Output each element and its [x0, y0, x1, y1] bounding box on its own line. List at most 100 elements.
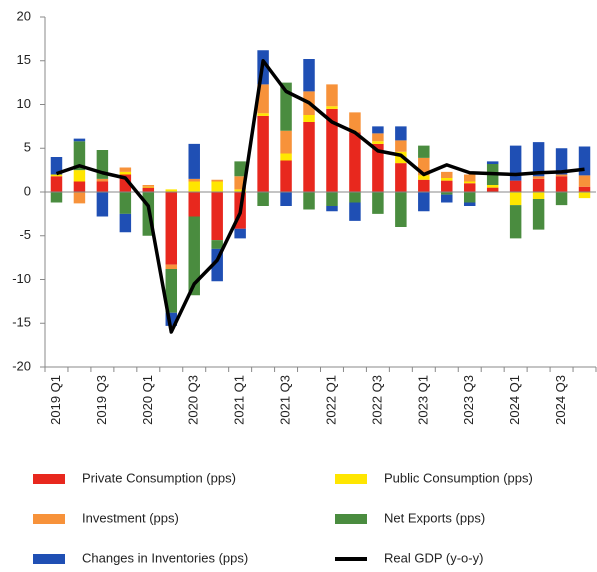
- legend-label: Public Consumption (pps): [384, 470, 533, 485]
- bar: [509, 180, 522, 192]
- bar: [326, 108, 338, 192]
- bar: [463, 202, 476, 206]
- bar: [142, 186, 155, 188]
- bar: [257, 113, 269, 116]
- bar: [234, 161, 246, 177]
- legend-label: Changes in Inventories (pps): [82, 550, 248, 565]
- bar: [509, 205, 522, 239]
- y-tick-label: 5: [24, 140, 31, 155]
- bar: [418, 179, 430, 192]
- bar: [119, 171, 132, 175]
- bar: [372, 192, 384, 214]
- bar: [73, 138, 86, 142]
- legend-swatch: [33, 474, 65, 484]
- bar: [395, 140, 407, 152]
- y-tick-label: 20: [17, 8, 31, 23]
- x-tick-label: 2019 Q3: [94, 375, 109, 425]
- legend-label: Investment (pps): [82, 510, 179, 525]
- bar: [395, 126, 407, 141]
- bar: [257, 84, 269, 114]
- bar: [188, 181, 200, 192]
- bar: [119, 213, 132, 233]
- bar: [211, 179, 223, 182]
- legend-swatch: [335, 514, 367, 524]
- bar: [303, 122, 315, 192]
- bar: [165, 269, 178, 313]
- bar: [372, 126, 384, 134]
- bar: [463, 183, 476, 192]
- bar: [441, 194, 453, 203]
- bar: [578, 186, 591, 192]
- bar: [280, 153, 292, 161]
- bar: [50, 174, 63, 177]
- bar: [486, 185, 499, 188]
- bar: [165, 192, 178, 265]
- gdp-line: [55, 59, 585, 334]
- legend-label: Private Consumption (pps): [82, 470, 236, 485]
- bar: [463, 192, 476, 203]
- bar: [418, 175, 430, 180]
- legend-label: Real GDP (y-o-y): [384, 550, 483, 565]
- bar: [486, 187, 499, 192]
- bar: [280, 130, 292, 154]
- y-tick-label: 0: [24, 183, 31, 198]
- bar: [372, 133, 384, 142]
- x-tick-label: 2022 Q3: [369, 375, 384, 425]
- bar: [372, 141, 384, 144]
- bar: [303, 115, 315, 122]
- x-tick-label: 2021 Q3: [278, 375, 293, 425]
- bar: [395, 163, 407, 192]
- x-tick-label: 2024 Q1: [507, 375, 522, 425]
- bar: [96, 178, 109, 182]
- bar: [578, 146, 591, 176]
- bar: [73, 141, 86, 171]
- x-tick-label: 2022 Q1: [323, 375, 338, 425]
- bar: [441, 171, 453, 178]
- bar: [463, 174, 476, 182]
- bar: [418, 145, 430, 158]
- bar: [257, 192, 269, 206]
- bar: [532, 192, 545, 199]
- y-tick-label: 10: [17, 96, 31, 111]
- bar: [395, 192, 407, 227]
- legend-swatch: [33, 554, 65, 564]
- bar: [326, 106, 338, 109]
- bar: [532, 199, 545, 230]
- bar: [234, 189, 246, 192]
- bar: [73, 192, 86, 204]
- bar: [555, 148, 568, 175]
- bar: [441, 178, 453, 181]
- y-tick-label: -10: [12, 271, 31, 286]
- bar: [119, 174, 132, 192]
- bar: [165, 189, 178, 192]
- x-tick-label: 2023 Q3: [461, 375, 476, 425]
- bar: [326, 192, 338, 206]
- legend-swatch: [33, 514, 65, 524]
- y-tick-label: 15: [17, 52, 31, 67]
- bar: [142, 187, 155, 192]
- bar: [211, 240, 223, 249]
- bar: [280, 160, 292, 192]
- bar: [441, 192, 453, 195]
- y-tick-label: -20: [12, 358, 31, 373]
- y-tick-label: -15: [12, 315, 31, 330]
- bar: [555, 174, 568, 177]
- bar: [234, 176, 246, 190]
- bar: [142, 185, 155, 187]
- bar: [486, 161, 499, 164]
- bar: [50, 176, 63, 192]
- bar: [441, 180, 453, 192]
- x-tick-label: 2020 Q1: [140, 375, 155, 425]
- bar: [119, 167, 132, 172]
- bar: [418, 192, 430, 212]
- y-tick-label: -5: [19, 227, 31, 242]
- legend-swatch: [335, 474, 367, 484]
- bar: [418, 157, 430, 176]
- bar: [96, 150, 109, 179]
- x-tick-label: 2020 Q3: [186, 375, 201, 425]
- bar: [188, 178, 200, 182]
- bar: [349, 202, 361, 221]
- bar: [509, 192, 522, 206]
- bar: [349, 192, 361, 203]
- bar: [73, 170, 86, 182]
